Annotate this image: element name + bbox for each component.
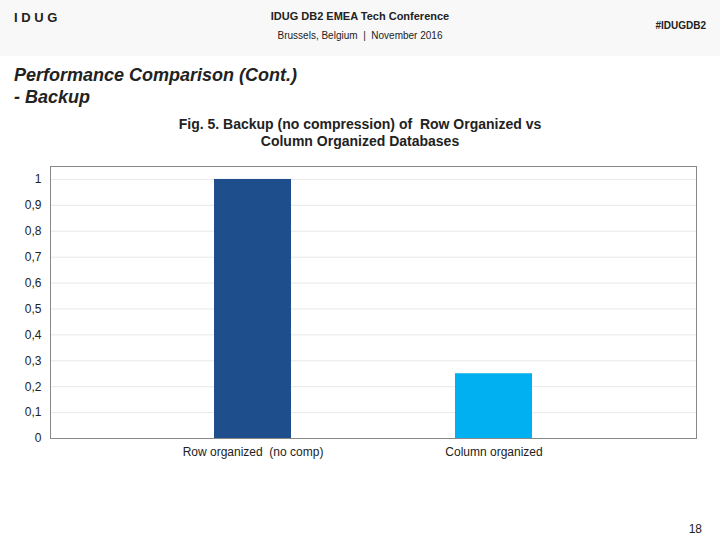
html-text:IDUG DB2 EMEA Tech Conference: IDUG DB2 EMEA Tech Conference bbox=[270, 10, 450, 22]
svg-text:0,9: 0,9 bbox=[25, 198, 42, 212]
svg-text:0,8: 0,8 bbox=[25, 224, 42, 238]
svg-text:0,2: 0,2 bbox=[25, 380, 42, 394]
svg-text:0,4: 0,4 bbox=[25, 328, 42, 342]
svg-text:0,1: 0,1 bbox=[25, 405, 42, 419]
html-text:I D U G: I D U G bbox=[14, 10, 58, 25]
svg-text:Row organized (no comp): Row organized (no comp) bbox=[183, 445, 324, 459]
html-text:#IDUGDB2: #IDUGDB2 bbox=[655, 20, 706, 31]
html-text:- Backup: - Backup bbox=[14, 87, 90, 107]
svg-text:0,5: 0,5 bbox=[25, 302, 42, 316]
svg-text:1: 1 bbox=[35, 172, 42, 186]
svg-text:0,6: 0,6 bbox=[25, 276, 42, 290]
html-text:18: 18 bbox=[688, 522, 702, 536]
svg-text:0: 0 bbox=[35, 431, 42, 445]
html-text:Brussels, Belgium | November 2: Brussels, Belgium | November 2016 bbox=[277, 30, 443, 41]
html-text:Performance Comparison (Cont.): Performance Comparison (Cont.) bbox=[14, 65, 297, 85]
html-text:Fig. 5. Backup (no compression: Fig. 5. Backup (no compression) of Row O… bbox=[178, 116, 542, 149]
svg-text:0,7: 0,7 bbox=[25, 250, 42, 264]
svg-text:Column organized: Column organized bbox=[445, 445, 542, 459]
svg-text:0,3: 0,3 bbox=[25, 354, 42, 368]
